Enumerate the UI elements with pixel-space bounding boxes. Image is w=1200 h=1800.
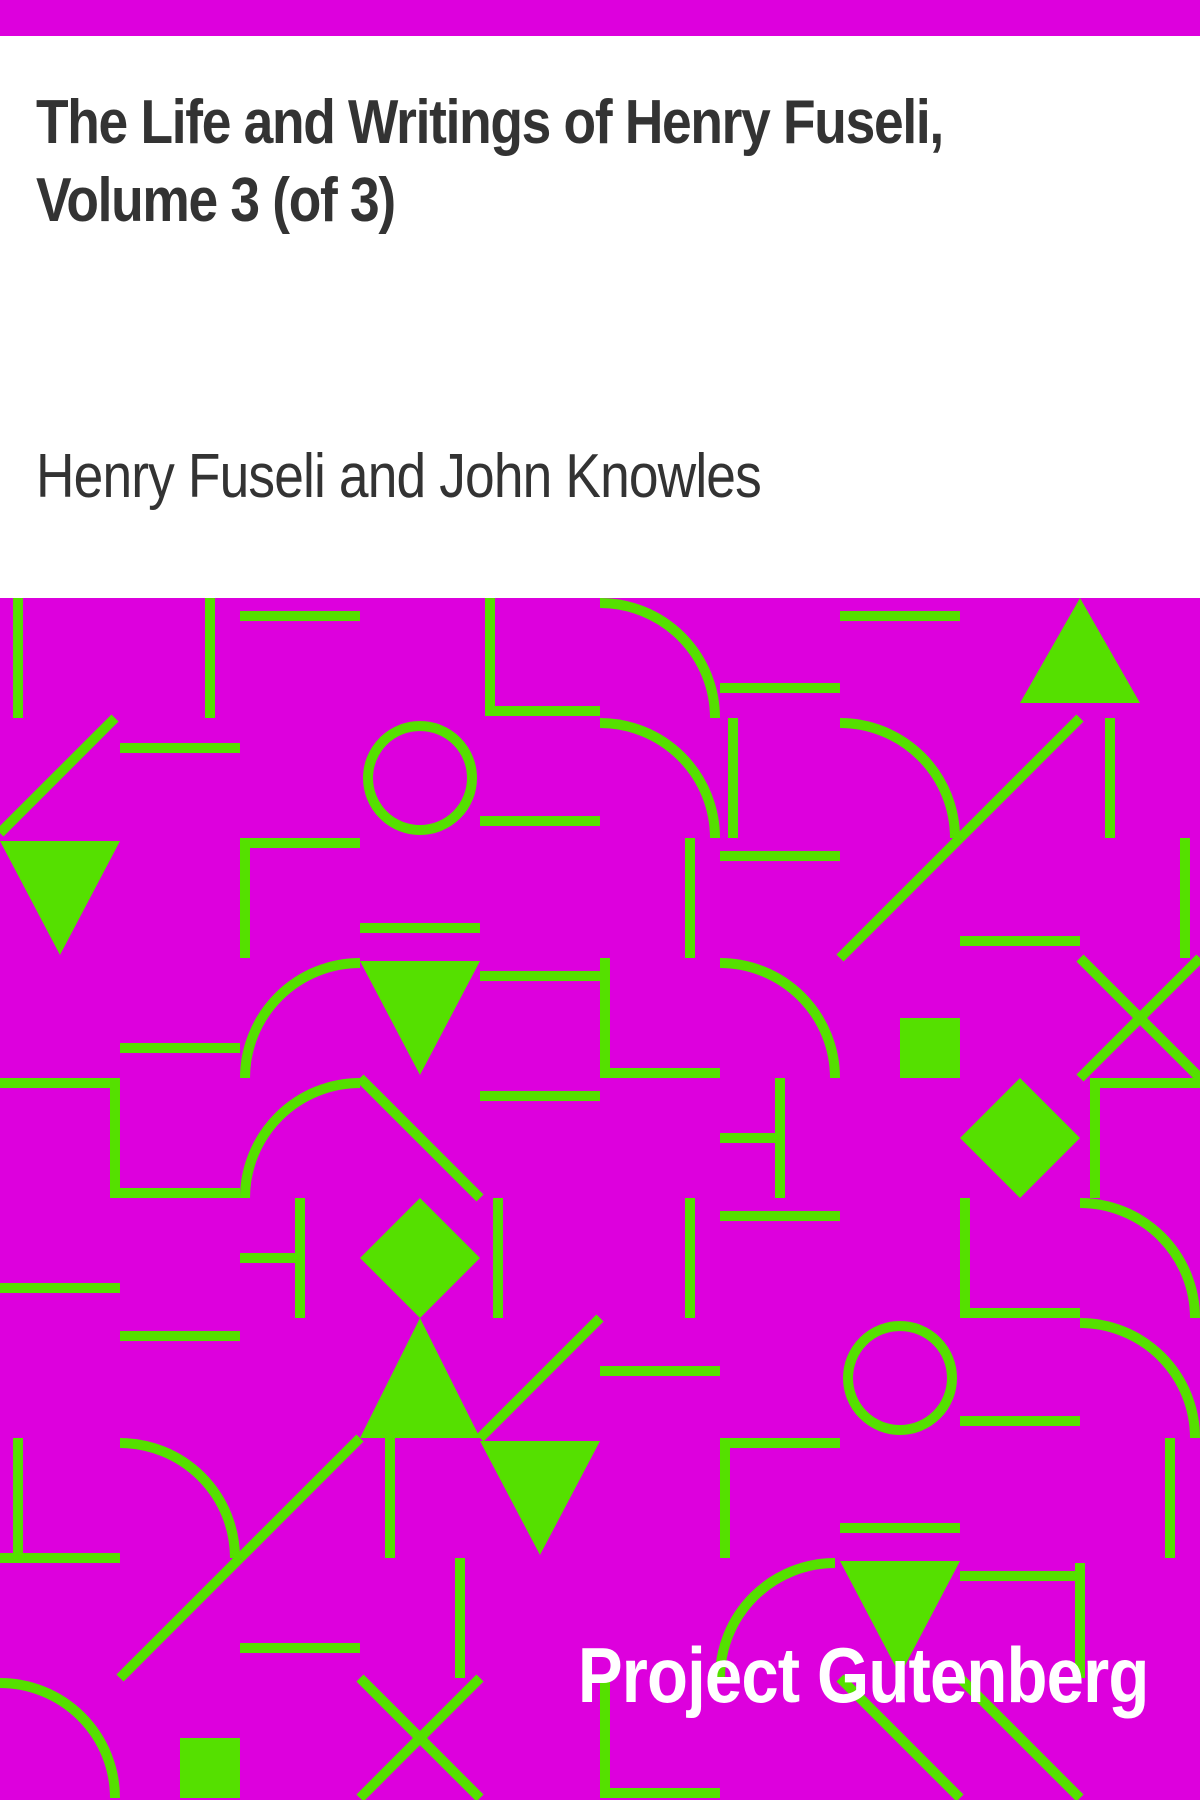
pattern-triangle	[1020, 598, 1140, 703]
pattern-square	[180, 1738, 240, 1798]
pattern-arc	[599, 718, 720, 839]
pattern-arc	[839, 718, 960, 839]
pattern-corner	[720, 1438, 840, 1558]
pattern-arc	[719, 958, 840, 1079]
pattern-arc	[0, 1678, 120, 1799]
pattern-corner	[1090, 1078, 1200, 1198]
pattern-corner	[485, 598, 600, 716]
pattern-solid-shapes	[0, 598, 1140, 1798]
pattern-corner	[240, 838, 360, 958]
pattern-line	[356, 1674, 484, 1800]
pattern-arc	[715, 1558, 836, 1679]
geometric-pattern	[0, 598, 1200, 1800]
pattern-arc	[119, 1438, 240, 1559]
pattern-arc	[240, 1078, 361, 1199]
pattern-line	[356, 1074, 484, 1202]
book-title: The Life and Writings of Henry Fuseli, V…	[36, 88, 944, 235]
pattern-arc	[1079, 1318, 1200, 1439]
book-author: Henry Fuseli and John Knowles	[36, 442, 762, 511]
pattern-diamond	[960, 1078, 1080, 1198]
pattern-triangle	[0, 841, 120, 955]
pattern-triangle	[360, 1318, 480, 1438]
pattern-triangle	[360, 961, 480, 1075]
pattern-arc	[240, 958, 361, 1079]
pattern-line	[236, 1434, 364, 1562]
pattern-line	[836, 1674, 964, 1800]
pattern-line	[836, 834, 964, 962]
title-block: The Life and Writings of Henry Fuseli, V…	[0, 36, 1200, 598]
pattern-line	[956, 714, 1084, 842]
pattern-shapes	[0, 598, 1200, 1800]
pattern-arc	[1079, 1198, 1200, 1319]
pattern-line	[476, 1314, 604, 1442]
pattern-circle	[363, 721, 477, 835]
pattern-corner	[600, 958, 720, 1078]
pattern-line	[116, 1554, 244, 1682]
top-color-bar	[0, 0, 1200, 36]
pattern-triangle	[480, 1441, 600, 1555]
pattern-line	[956, 1674, 1084, 1800]
pattern-diamond	[360, 1198, 480, 1318]
pattern-circle	[843, 1321, 957, 1435]
pattern-corner	[960, 1198, 1080, 1318]
pattern-corner	[600, 1678, 720, 1798]
pattern-triangle	[840, 1561, 960, 1675]
pattern-svg	[0, 598, 1200, 1800]
pattern-arc	[599, 598, 720, 719]
publisher-label: Project Gutenberg	[577, 1631, 1148, 1719]
pattern-square	[900, 1018, 960, 1078]
pattern-corner	[0, 1078, 240, 1198]
pattern-line	[0, 714, 119, 837]
pattern-line	[1076, 954, 1200, 1082]
